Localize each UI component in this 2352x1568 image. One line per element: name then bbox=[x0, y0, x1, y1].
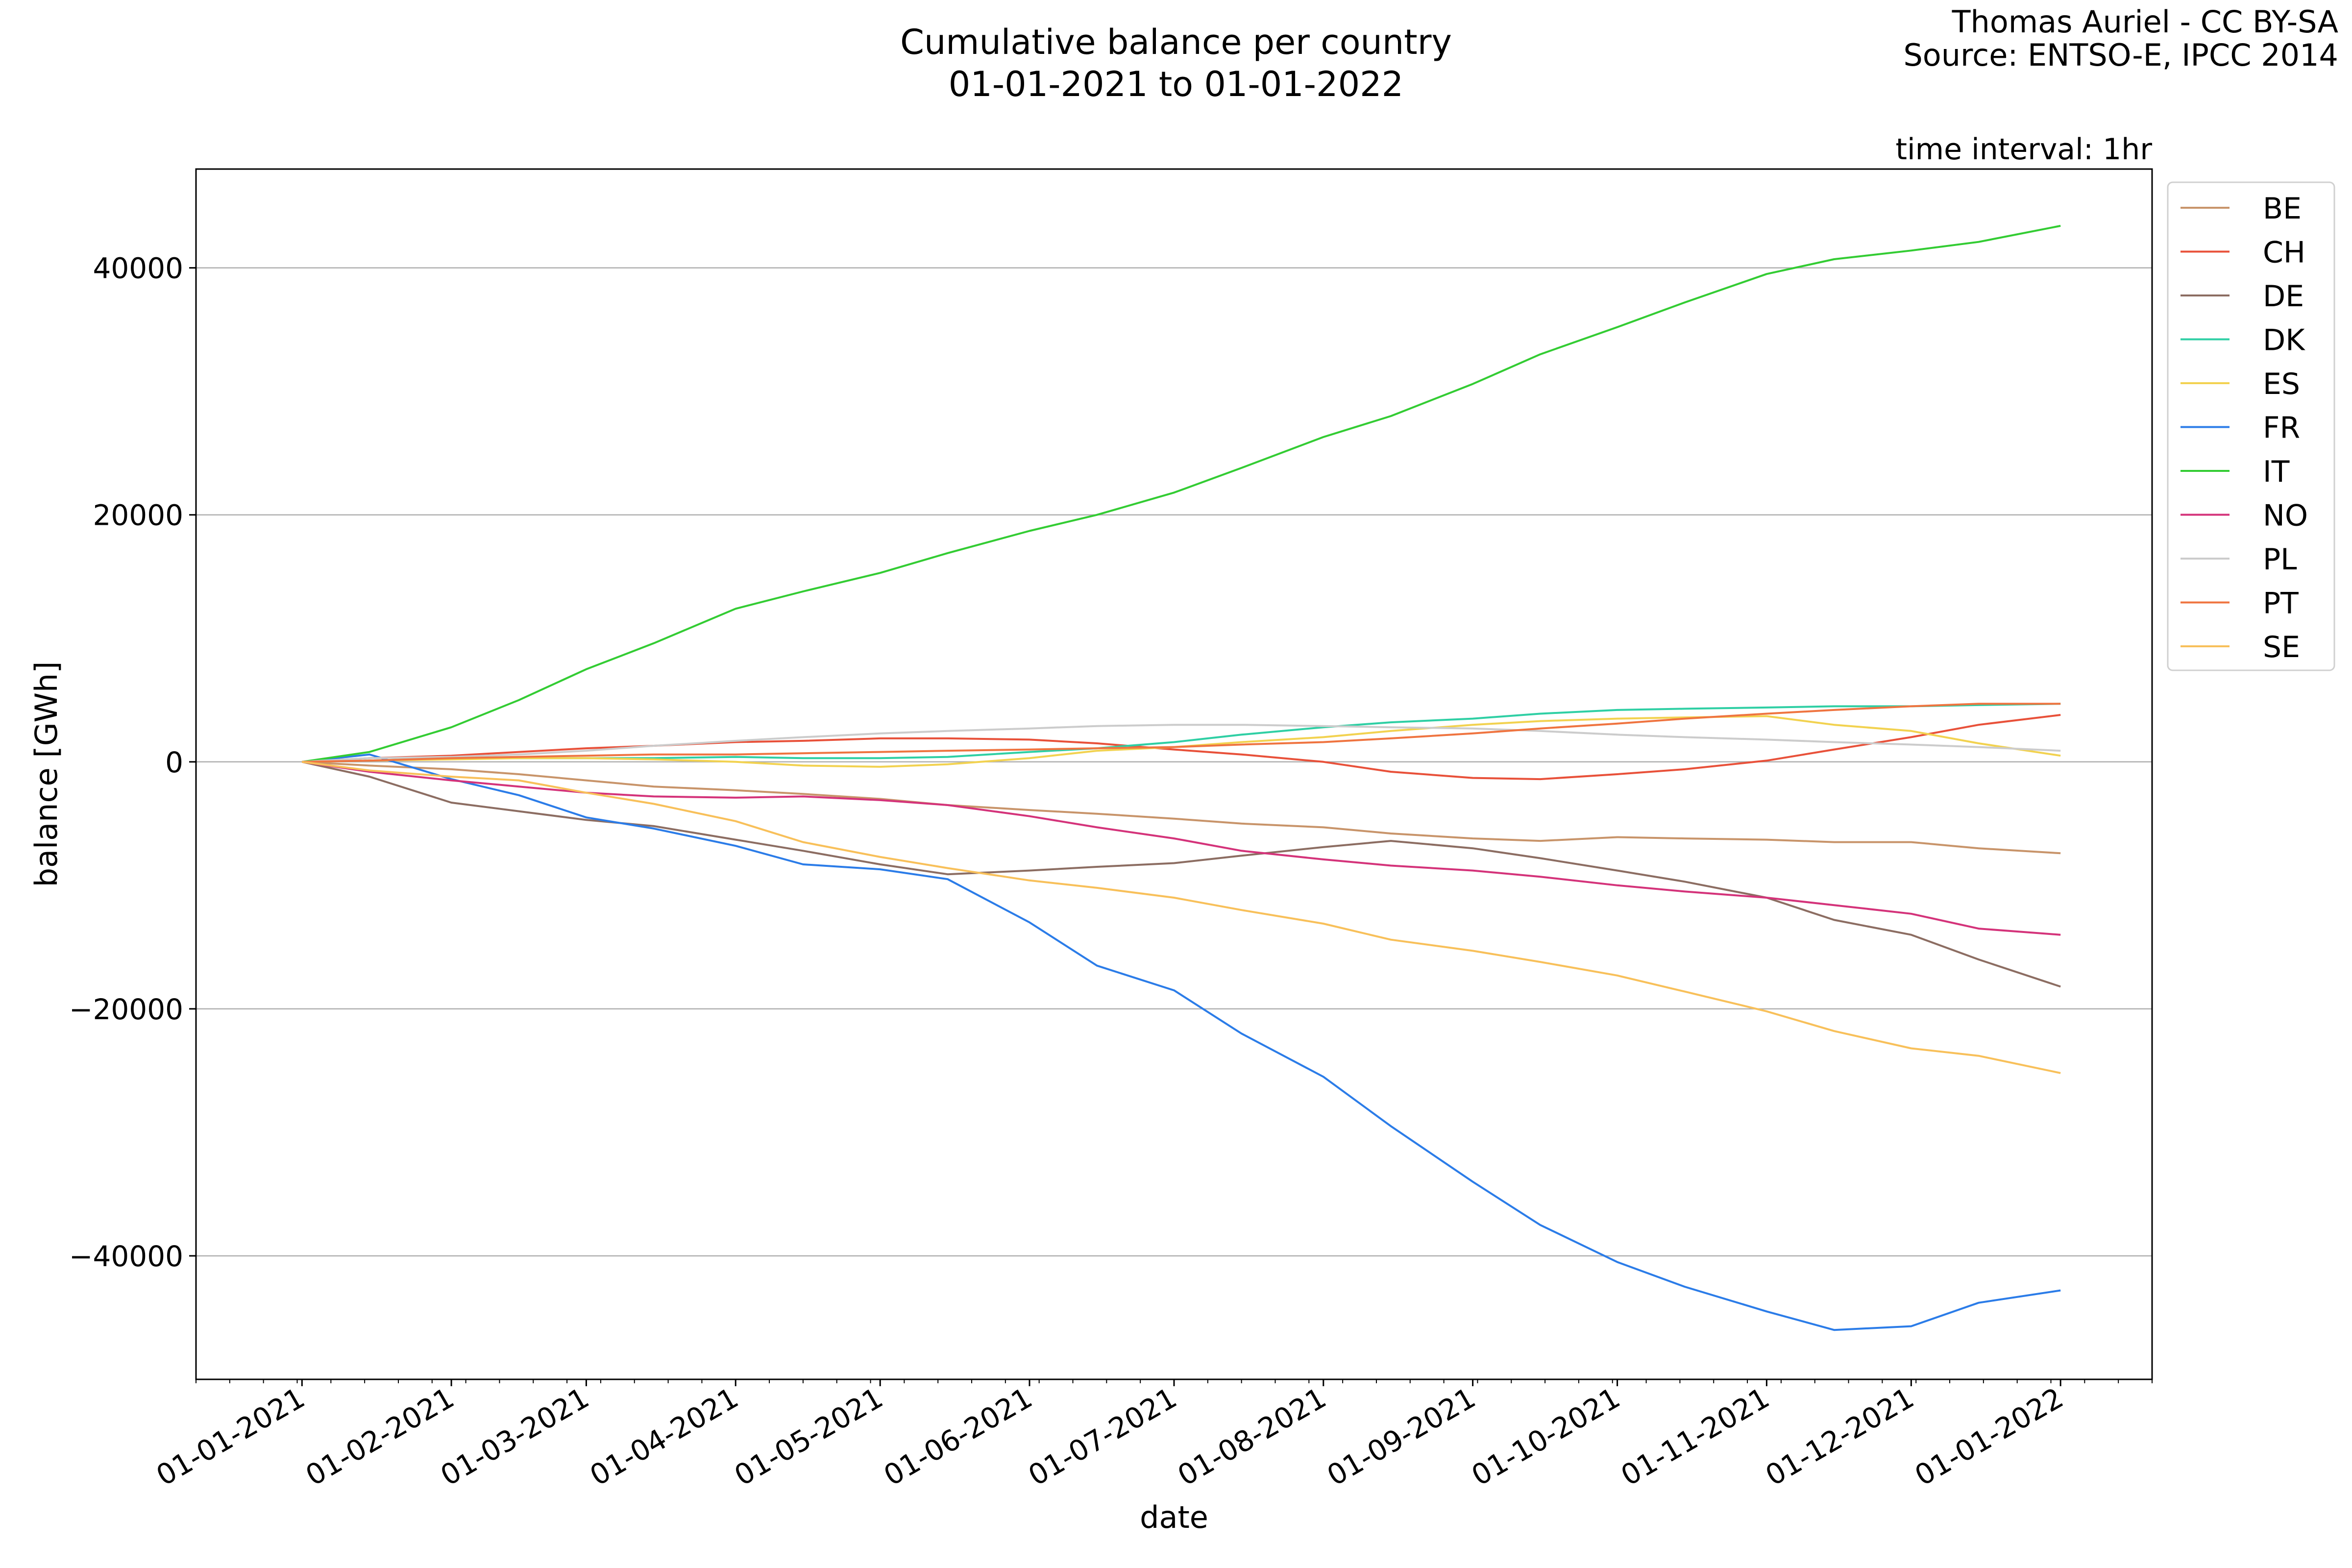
legend-label-ch: CH bbox=[2263, 236, 2305, 270]
series-line-pt bbox=[302, 703, 2061, 763]
x-tick-label: 01-12-2021 bbox=[1760, 1381, 1919, 1492]
legend-label-pl: PL bbox=[2263, 542, 2297, 577]
legend-label-it: IT bbox=[2263, 455, 2290, 489]
y-tick-label: 40000 bbox=[93, 252, 183, 285]
y-tick-label: 0 bbox=[165, 746, 183, 779]
x-tick-label: 01-01-2021 bbox=[150, 1381, 310, 1492]
series-lines bbox=[301, 224, 2061, 1331]
x-tick-label: 01-11-2021 bbox=[1615, 1381, 1775, 1492]
legend-label-no: NO bbox=[2263, 499, 2308, 533]
series-line-pl bbox=[302, 724, 2061, 763]
x-tick-label: 01-02-2021 bbox=[300, 1381, 460, 1492]
chart-subtitle: 01-01-2021 to 01-01-2022 bbox=[949, 64, 1403, 104]
x-axis-label: date bbox=[1140, 1499, 1208, 1535]
legend: BE CH DE DK ES FR IT NO PL PT SE bbox=[2167, 181, 2335, 671]
grid bbox=[196, 267, 2152, 1257]
x-tick-label: 01-08-2021 bbox=[1172, 1381, 1332, 1492]
y-axis: −40000 −20000 0 20000 40000 bbox=[69, 252, 196, 1273]
plot-frame bbox=[195, 168, 2153, 1380]
series-line-it bbox=[302, 224, 2061, 763]
y-tick-label: −20000 bbox=[69, 993, 183, 1026]
legend-label-fr: FR bbox=[2263, 411, 2300, 445]
legend-label-be: BE bbox=[2263, 192, 2302, 226]
legend-box bbox=[2167, 181, 2335, 671]
series-line-no bbox=[302, 760, 2061, 936]
x-axis: 01-01-202101-02-202101-03-202101-04-2021… bbox=[150, 1379, 2153, 1493]
legend-label-es: ES bbox=[2263, 367, 2300, 401]
x-tick-label: 01-07-2021 bbox=[1023, 1381, 1182, 1492]
legend-label-pt: PT bbox=[2263, 587, 2299, 621]
credit-source: Source: ENTSO-E, IPCC 2014 bbox=[1903, 37, 2338, 73]
series-line-be bbox=[302, 760, 2061, 855]
x-tick-label: 01-06-2021 bbox=[878, 1381, 1038, 1492]
y-tick-label: 20000 bbox=[93, 499, 183, 532]
time-interval-annotation: time interval: 1hr bbox=[1895, 132, 2152, 167]
x-tick-label: 01-04-2021 bbox=[584, 1381, 744, 1492]
y-tick-label: −40000 bbox=[69, 1240, 183, 1273]
x-tick-label: 01-01-2022 bbox=[1909, 1381, 2069, 1492]
credit-author: Thomas Auriel - CC BY-SA bbox=[1952, 4, 2338, 40]
series-line-ch bbox=[302, 714, 2061, 781]
legend-label-dk: DK bbox=[2263, 323, 2305, 358]
chart-title: Cumulative balance per country bbox=[900, 22, 1452, 62]
x-tick-label: 01-10-2021 bbox=[1466, 1381, 1626, 1492]
series-line-de bbox=[301, 760, 2061, 988]
x-tick-label: 01-03-2021 bbox=[435, 1381, 595, 1492]
series-line-se bbox=[302, 760, 2061, 1074]
x-tick-label: 01-09-2021 bbox=[1322, 1381, 1481, 1492]
series-line-fr bbox=[302, 753, 2061, 1331]
legend-label-se: SE bbox=[2263, 630, 2300, 664]
y-axis-label: balance [GWh] bbox=[28, 662, 64, 887]
x-tick-label: 01-05-2021 bbox=[729, 1381, 888, 1492]
legend-label-de: DE bbox=[2263, 279, 2304, 314]
